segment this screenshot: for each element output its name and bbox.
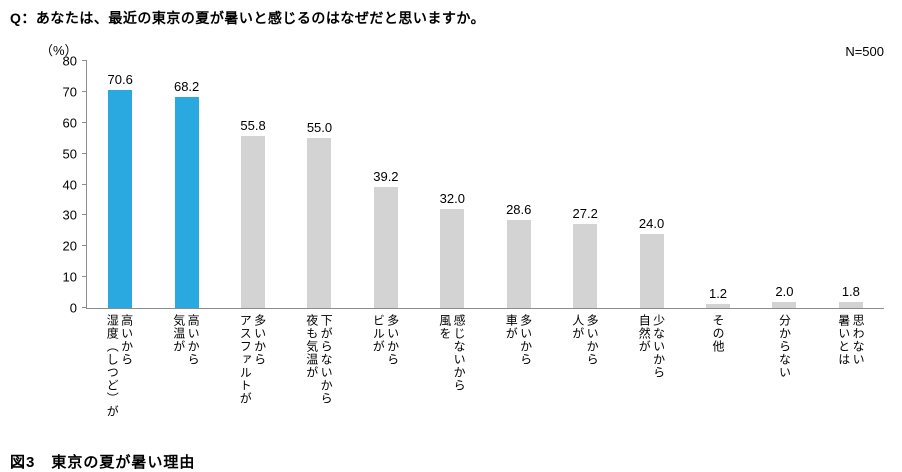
y-tick-mark [82,60,87,61]
bar-chart: 0 10 20 30 40 50 60 70 80 70.6 68.2 55.8 55.0 39.2 32.… [63,55,884,315]
category-slot: 暑いとは 思わない [818,309,885,443]
category-label: 自然が 少ないから [637,314,666,379]
bar [241,135,266,308]
bar [440,209,465,308]
bar [838,302,863,308]
category-label: 人が 多いから [570,314,600,366]
bar [174,97,199,308]
bar-slot: 28.6 [486,61,552,308]
bar-slot: 1.2 [685,61,751,308]
category-label: 暑いとは 思わない [836,314,866,366]
bar-value-label: 27.2 [572,206,598,222]
bar-slot: 32.0 [419,61,485,308]
category-label: アスファルトが 多いから [238,314,267,405]
category-slot: 自然が 少ないから [618,309,685,443]
bar-value-label: 24.0 [638,215,665,231]
y-axis-unit-label: （%） [40,43,78,58]
bar-value-label: 32.0 [439,191,465,207]
category-slot: アスファルトが 多いから [219,309,286,443]
category-label: 風を 感じないから [437,314,467,392]
bar-slot: 24.0 [618,61,684,308]
y-tick-label: 0 [69,300,77,316]
y-tick-label: 20 [62,238,77,254]
y-tick-mark [82,121,87,123]
bar-value-label: 70.6 [107,72,133,88]
sample-size-label: N=500 [845,44,884,59]
bar [307,138,332,308]
y-tick-label: 80 [62,53,77,69]
category-slot: 分からない [751,309,818,443]
y-tick-label: 50 [62,146,77,162]
category-labels: 湿度（しつど）が 高いから 気温が 高いから アスファルトが 多いから 夜も気温が 下… [86,309,884,443]
category-slot: 人が 多いから [552,309,619,443]
y-tick-mark [82,214,87,216]
category-slot: 気温が 高いから [153,309,220,443]
y-tick-label: 40 [62,177,77,192]
bar-slot: 55.0 [286,61,352,308]
category-label: ビルが 多いから [371,314,400,366]
bar-slot: 1.8 [818,61,884,308]
bar-value-label: 55.0 [306,120,333,136]
category-label: その他 [710,314,725,353]
bar [772,301,797,308]
chart-meta-row: （%） N=500 [40,40,884,59]
bar-value-label: 1.2 [708,286,728,302]
category-slot: 夜も気温が 下がらないから [286,309,353,443]
y-tick-mark [82,152,87,154]
y-tick-label: 60 [62,115,77,131]
category-label: 分からない [777,314,792,379]
bar-value-label: 68.2 [173,79,200,95]
bar-slot: 27.2 [552,61,618,308]
bar-value-label: 28.6 [506,201,532,217]
bar-value-label: 55.8 [240,117,266,133]
y-tick-label: 10 [62,269,77,285]
y-tick-mark [82,307,87,308]
figure-caption: 図3 東京の夏が暑い理由 [10,454,196,471]
y-tick-mark [82,276,87,278]
bar [706,304,730,308]
category-label: 湿度（しつど）が 高いから [105,314,134,418]
bar [108,90,133,308]
category-slot: 車が 多いから [485,309,552,443]
bar-slot: 2.0 [751,61,817,308]
category-slot: その他 [685,309,752,443]
category-label: 夜も気温が 下がらないから [304,314,334,405]
bar-slot: 68.2 [153,61,219,308]
category-label: 車が 多いから [504,314,533,366]
category-slot: ビルが 多いから [352,309,419,443]
bar-value-label: 39.2 [373,168,399,184]
bar-slot: 70.6 [87,61,153,308]
y-tick-label: 70 [62,84,77,100]
bar [506,219,531,308]
bar-value-label: 1.8 [841,284,860,300]
bar [573,224,598,308]
y-tick-label: 30 [62,207,77,223]
plot-area: 0 10 20 30 40 50 60 70 80 70.6 68.2 55.8 55.0 39.2 32.… [63,55,884,315]
y-tick-mark [82,90,87,92]
bar [373,186,398,308]
bar [639,233,664,308]
y-tick-mark [82,183,87,185]
category-label: 気温が 高いから [171,314,201,366]
question-title: Q：あなたは、最近の東京の夏が暑いと感じるのはなぜだと思いますか。 [10,10,486,26]
bar-slot: 55.8 [220,61,286,308]
category-slot: 風を 感じないから [419,309,486,443]
category-slot: 湿度（しつど）が 高いから [86,309,153,443]
y-tick-mark [82,245,87,247]
bar-value-label: 2.0 [775,283,794,299]
bar-slot: 39.2 [353,61,419,308]
